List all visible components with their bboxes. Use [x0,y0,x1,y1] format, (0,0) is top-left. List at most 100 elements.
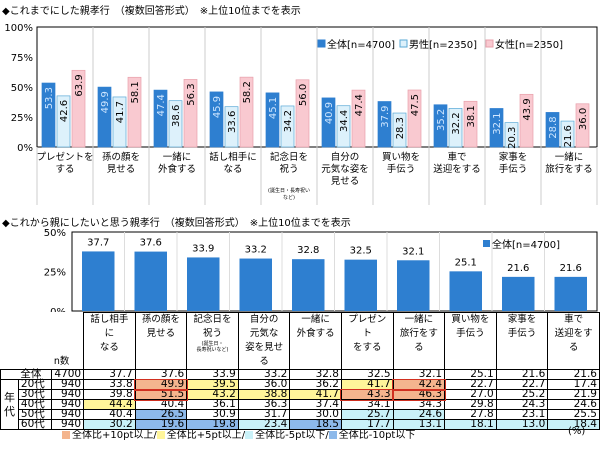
legend-label: 全体[n=4700] [492,238,560,251]
column-header: 家事を 手伝う [495,312,549,370]
data-label: 25.1 [455,257,477,268]
data-label: 45.9 [212,96,223,118]
legend-label: 全体比+10pt以上/ [72,430,157,441]
category-note: (誕生日・長寿祝いなど) [268,187,310,201]
data-label: 32.1 [402,246,424,257]
data-label: 58.2 [242,81,253,103]
data-label: 20.3 [507,127,518,149]
data-label: 33.6 [227,111,238,133]
category-label: 一緒に外食する [158,151,196,175]
y-tick-label: 75% [11,53,33,64]
bar [295,79,310,148]
data-label: 21.6 [563,125,574,147]
blank-cell [1,313,52,370]
chart2: 0% 25% 50% 37.7 37.6 33.9 33.2 32.8 32.5 32.1 25.1… [44,228,598,312]
bar [463,100,478,148]
legend-item: 全体比+5pt以上/ [156,430,245,441]
bar [183,79,198,148]
legend-swatch [399,39,408,48]
bar [407,89,422,148]
legend-item: 全体比-5pt以下/ [245,430,329,441]
data-label: 40.9 [324,102,335,124]
bar [545,112,560,148]
data-label: 53.3 [44,87,55,109]
data-label: 34.4 [339,110,350,132]
data-label: 32.5 [350,246,372,257]
data-label: 21.6 [560,263,582,274]
category-label: 買い物を手伝う [382,151,420,175]
column-header: 車で 送迎をする [547,312,600,370]
legend-label: 男性[n=2350] [409,38,477,51]
data-label: 36.0 [578,108,589,130]
bar [449,271,482,311]
bar [112,96,127,148]
legend-swatch [62,431,70,439]
bar [504,122,519,148]
data-label: 45.1 [268,97,279,119]
column-header: 一緒に 旅行をする [392,312,446,370]
column-header: 記念日を 祝う (誕生日・ 長寿祝いなど) [186,312,239,370]
y-tick-label: 50% [11,83,33,94]
bar [433,104,448,148]
data-label: 41.7 [115,101,126,123]
n-header: n数 [53,356,70,367]
y-tick-label: 0% [50,307,66,312]
data-label: 47.5 [410,94,421,116]
category-label: 話し相手になる [209,151,257,175]
bar [134,251,167,311]
chart1: 0% 25% 50% 75% 100% 53.3 49.9 47.4 45.9 45.1 40.9 3… [4,23,598,205]
y-tick-label: 25% [11,113,33,124]
value-cell: 18.1 [444,419,497,430]
data-label: 32.8 [297,245,319,256]
chart2-title: ◆これから親にしたいと思う親孝行 （複数回答形式） ※上位10位までを表示 [2,218,351,229]
legend-swatch [483,240,490,247]
table-row: 全体 4700 37.7 37.6 33.9 33.2 32.8 32.5 32.1 25.1 21… [0,369,600,380]
bar [56,95,71,148]
bar [41,82,56,148]
bar [127,76,142,148]
legend-item: 全体比-10pt以下 [328,430,415,441]
bar [224,106,239,148]
value-cell: 13.0 [495,419,549,430]
bar [336,105,351,148]
table-row: 年 代 20代 940 33.8 49.9 39.5 36.0 36.2 41.7 42.4 22.… [0,378,600,430]
data-label: 56.0 [298,84,309,106]
bar [392,112,407,148]
table-legend: 全体比+10pt以上/全体比+5pt以上/全体比-5pt以下/全体比-10pt以… [62,426,415,441]
data-label: 38.1 [466,105,477,127]
bar [554,276,587,311]
bar [321,97,336,148]
category-label: プレゼントをする [36,151,93,175]
data-label: 33.2 [245,245,267,256]
bar [560,120,575,148]
bar [397,260,430,311]
data-label: 35.2 [436,109,447,131]
bar [97,86,112,148]
y-tick-label: 100% [4,23,33,34]
bar [71,69,86,148]
legend-swatch [156,431,165,439]
bar [239,258,272,311]
bar [351,89,366,148]
data-label: 56.3 [186,83,197,105]
table-row: 50代 940 40.4 26.5 30.9 31.7 30.0 25.7 24.6 27.8 23… [1,409,600,420]
bar [448,108,463,148]
legend-label: 全体比-5pt以下/ [255,430,329,441]
category-label: 自分の元気な姿を見せる [321,151,369,187]
data-label: 49.9 [100,91,111,113]
data-label: 21.6 [507,263,529,274]
y-tick-label: 25% [44,268,66,279]
bar [265,92,280,148]
legend-item: 全体比+10pt以上/ [62,430,157,441]
bar [187,257,220,311]
table-row: 30代 940 39.8 51.5 43.2 38.8 41.7 43.3 46.3 27.0 25… [1,388,600,401]
column-header: 孫の顔を 見せる [134,312,188,370]
bar [280,105,295,148]
legend-label: 全体[n=4700] [327,38,395,51]
data-label: 32.2 [451,112,462,134]
table-row: 60代 940 30.2 19.6 19.8 23.4 18.5 17.7 13.1 18.1 13… [1,419,600,430]
column-header: 自分の 元気な 姿を見せる [237,312,291,370]
legend-swatch [485,39,494,48]
column-header: 一緒に 外食する [289,312,342,370]
blank-cell [0,369,19,380]
